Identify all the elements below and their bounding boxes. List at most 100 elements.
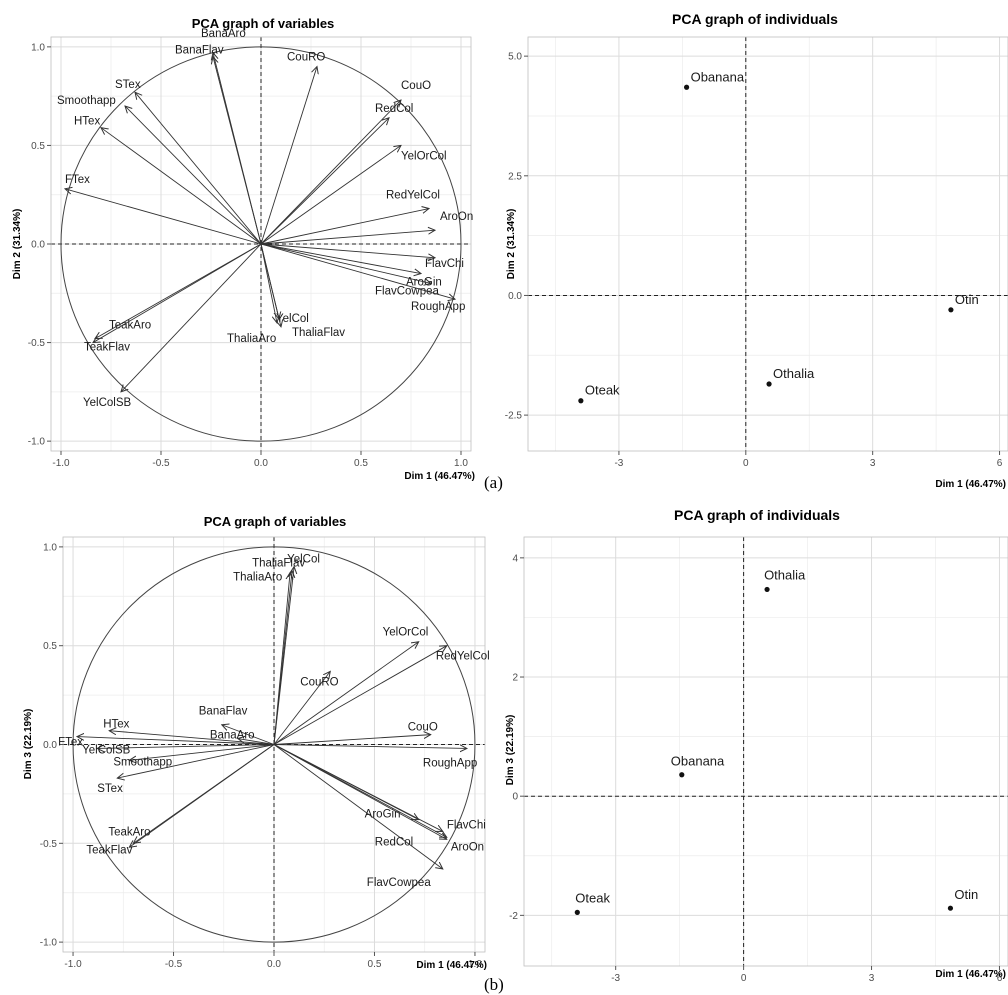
variable-arrow-couo bbox=[273, 735, 431, 745]
y-axis-label: Dim 2 (31.34%) bbox=[12, 209, 23, 280]
y-axis-label: Dim 2 (31.34%) bbox=[506, 209, 517, 280]
point-otin bbox=[947, 905, 954, 911]
variable-arrow-ftex bbox=[77, 737, 275, 745]
variable-arrow-teakflav bbox=[129, 744, 275, 848]
point-othalia bbox=[766, 381, 772, 387]
panel-border bbox=[523, 536, 1008, 967]
chart-panel-1: -1.0 -0.5 0.0 0.5 1.0 -1.0 -0.5 0.0 0.5 1.0 PCA gr… bbox=[12, 16, 475, 482]
variable-arrow-flavcowpea bbox=[260, 243, 431, 283]
variable-label-thaliaaro: ThaliaAro bbox=[233, 572, 282, 584]
x-axis-label: Dim 1 (46.47%) bbox=[935, 479, 1006, 490]
variable-arrow-redyelcol bbox=[273, 646, 447, 745]
variable-arrow-smoothapp bbox=[129, 744, 275, 761]
x-axis-label: Dim 1 (46.47%) bbox=[404, 471, 475, 482]
x-tick-label: -3 bbox=[611, 973, 620, 984]
variable-label-htex: HTex bbox=[103, 719, 129, 731]
chart-title: PCA graph of variables bbox=[204, 514, 347, 529]
correlation-circle bbox=[60, 46, 462, 442]
variable-label-flavcowpea: FlavCowpea bbox=[367, 877, 432, 889]
point-othalia bbox=[764, 586, 770, 593]
variable-arrow-redcol bbox=[273, 744, 443, 832]
variable-arrow-arogin bbox=[260, 243, 421, 274]
variable-label-redcol: RedCol bbox=[375, 836, 413, 848]
variable-label-yelcol: YelCol bbox=[287, 554, 320, 566]
chart-title: PCA graph of variables bbox=[192, 16, 335, 31]
point-obanana bbox=[679, 772, 685, 778]
y-tick-label: 1.0 bbox=[43, 542, 57, 553]
variable-label-yelcolsb: YelColSB bbox=[83, 397, 131, 409]
variable-arrow-stex bbox=[117, 744, 275, 779]
variable-arrow-banaaro bbox=[238, 739, 275, 745]
variable-label-teakflav: TeakFlav bbox=[86, 844, 132, 856]
variable-label-teakaro: TeakAro bbox=[108, 826, 150, 838]
variable-arrow-banaflav bbox=[222, 725, 275, 745]
variable-label-stex: STex bbox=[115, 79, 141, 91]
point-label-otin: Otin bbox=[954, 887, 978, 902]
variable-label-thaliaflav: ThaliaFlav bbox=[252, 558, 305, 570]
variable-label-teakflav: TeakFlav bbox=[84, 342, 130, 354]
variable-label-roughapp: RoughApp bbox=[411, 301, 465, 313]
chart-panel-4: -3 0 3 6 -2 0 2 4 PCA graph of individuals Dim 1 … bbox=[505, 507, 1008, 984]
variable-label-redcol: RedCol bbox=[375, 103, 413, 115]
variable-arrow-yelorcol bbox=[260, 145, 401, 245]
y-tick-label: -1.0 bbox=[40, 938, 58, 949]
y-axis-label: Dim 3 (22.19%) bbox=[505, 715, 516, 786]
variable-arrow-redyelcol bbox=[260, 209, 429, 245]
variable-label-flavchi: FlavChi bbox=[447, 819, 486, 831]
y-tick-label: 2 bbox=[512, 673, 518, 684]
x-tick-label: 6 bbox=[997, 458, 1003, 469]
variable-label-smoothapp: Smoothapp bbox=[57, 95, 116, 107]
x-tick-label: 0 bbox=[743, 458, 749, 469]
variable-arrow-htex bbox=[101, 128, 262, 245]
variable-label-couo: CouO bbox=[401, 80, 431, 92]
correlation-circle bbox=[72, 546, 476, 943]
panel-label-b: (b) bbox=[484, 975, 504, 994]
y-tick-label: 2.5 bbox=[508, 171, 522, 182]
x-tick-label: 0.5 bbox=[368, 959, 382, 970]
y-tick-label: 4 bbox=[512, 553, 518, 564]
variable-label-flavchi: FlavChi bbox=[425, 258, 464, 270]
variable-arrow-yelcolsb bbox=[121, 243, 262, 392]
x-tick-label: 3 bbox=[869, 973, 875, 984]
panel-border bbox=[527, 36, 1008, 452]
y-tick-label: 0 bbox=[512, 792, 518, 803]
point-label-othalia: Othalia bbox=[773, 366, 815, 381]
variable-arrow-teakflav bbox=[93, 243, 262, 343]
x-tick-label: 0.0 bbox=[267, 959, 281, 970]
x-tick-label: 3 bbox=[870, 458, 876, 469]
x-axis-label: Dim 1 (46.47%) bbox=[416, 960, 487, 971]
x-tick-label: 0.0 bbox=[254, 458, 268, 469]
variable-arrow-flavchi bbox=[260, 243, 435, 258]
variable-label-htex: HTex bbox=[74, 116, 100, 128]
variable-arrow-couo bbox=[260, 100, 401, 245]
variable-arrow-roughapp bbox=[273, 744, 467, 749]
variable-label-couro: CouRO bbox=[287, 52, 325, 64]
y-tick-label: -1.0 bbox=[28, 437, 46, 448]
variable-label-yelcol: YelCol bbox=[276, 313, 309, 325]
x-tick-label: -1.0 bbox=[64, 959, 82, 970]
variable-label-thaliaflav: ThaliaFlav bbox=[292, 327, 345, 339]
variable-arrow-htex bbox=[109, 731, 275, 745]
variable-arrow-aroon bbox=[273, 744, 447, 840]
variable-label-flavcowpea: FlavCowpea bbox=[375, 285, 440, 297]
x-tick-label: 0.5 bbox=[354, 458, 368, 469]
variable-label-ftex: FTex bbox=[65, 174, 90, 186]
variable-label-thaliaaro: ThaliaAro bbox=[227, 333, 276, 345]
variable-arrow-aroon bbox=[260, 230, 435, 245]
variable-label-yelorcol: YelOrCol bbox=[383, 627, 429, 639]
variable-label-aroon: AroOn bbox=[440, 211, 473, 223]
y-tick-label: 0.0 bbox=[31, 240, 45, 251]
variable-label-yelcolsb: YelColSB bbox=[82, 744, 130, 756]
plot-area bbox=[524, 537, 1008, 966]
point-otin bbox=[948, 307, 954, 313]
variable-arrow-redcol bbox=[260, 118, 389, 245]
point-oteak bbox=[574, 909, 580, 915]
y-tick-label: 5.0 bbox=[508, 52, 522, 63]
variable-arrow-ftex bbox=[65, 189, 262, 245]
variable-arrow-smoothapp bbox=[125, 106, 262, 245]
x-tick-label: -1.0 bbox=[52, 458, 70, 469]
variable-arrow-thaliaflav bbox=[260, 243, 281, 327]
variable-arrow-couro bbox=[273, 671, 330, 745]
variable-arrow-stex bbox=[135, 92, 262, 245]
variable-arrow-yelorcol bbox=[273, 642, 419, 745]
